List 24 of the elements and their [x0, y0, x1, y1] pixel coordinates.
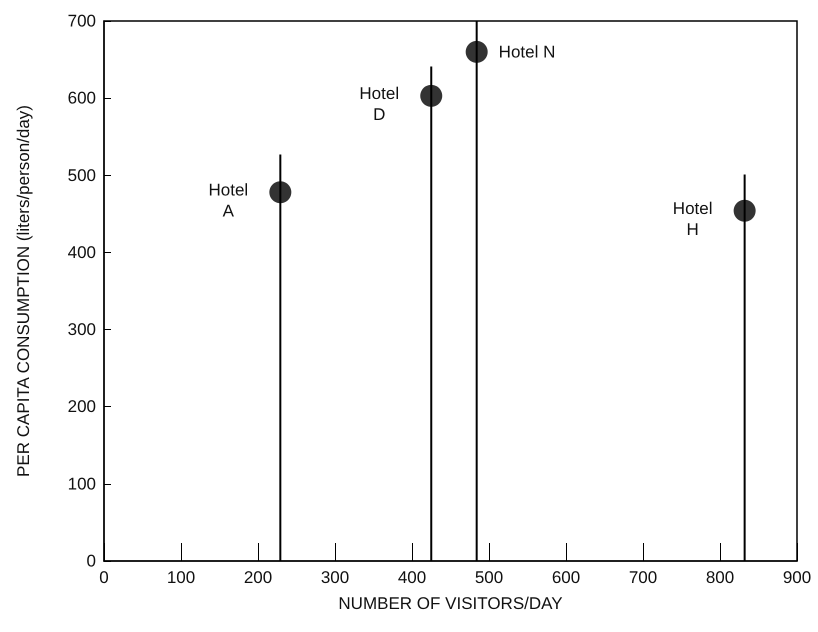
annotation: Hotel N [498, 42, 556, 62]
x-tick-label: 0 [99, 568, 109, 587]
y-tick-label: 700 [68, 12, 96, 30]
annotation: Hotel A [208, 180, 248, 220]
x-tick-label: 400 [398, 568, 426, 587]
y-tick-label: 0 [86, 552, 96, 570]
y-tick-label: 200 [68, 397, 96, 416]
annotation: Hotel H [672, 198, 712, 239]
y-tick-label: 300 [68, 320, 96, 340]
y-tick-label: 400 [68, 242, 96, 262]
x-tick-label: 800 [706, 568, 734, 587]
y-axis-title: PER CAPITA CONSUMPTION (liters/person/day) [14, 105, 33, 477]
x-axis-title: NUMBER OF VISITORS/DAY [338, 594, 563, 613]
x-tick-label: 300 [320, 568, 350, 587]
x-tick-label: 200 [244, 568, 272, 587]
x-tick-label: 600 [552, 568, 580, 587]
y-tick-label: 100 [68, 474, 96, 494]
annotation: Hotel D [359, 84, 400, 124]
y-tick-label: 600 [68, 88, 96, 108]
x-tick-label: 100 [166, 568, 196, 587]
x-tick-label: 500 [474, 568, 504, 587]
x-tick-label: 700 [628, 568, 658, 587]
x-tick-label: 900 [782, 568, 812, 587]
y-tick-label: 500 [68, 166, 96, 185]
